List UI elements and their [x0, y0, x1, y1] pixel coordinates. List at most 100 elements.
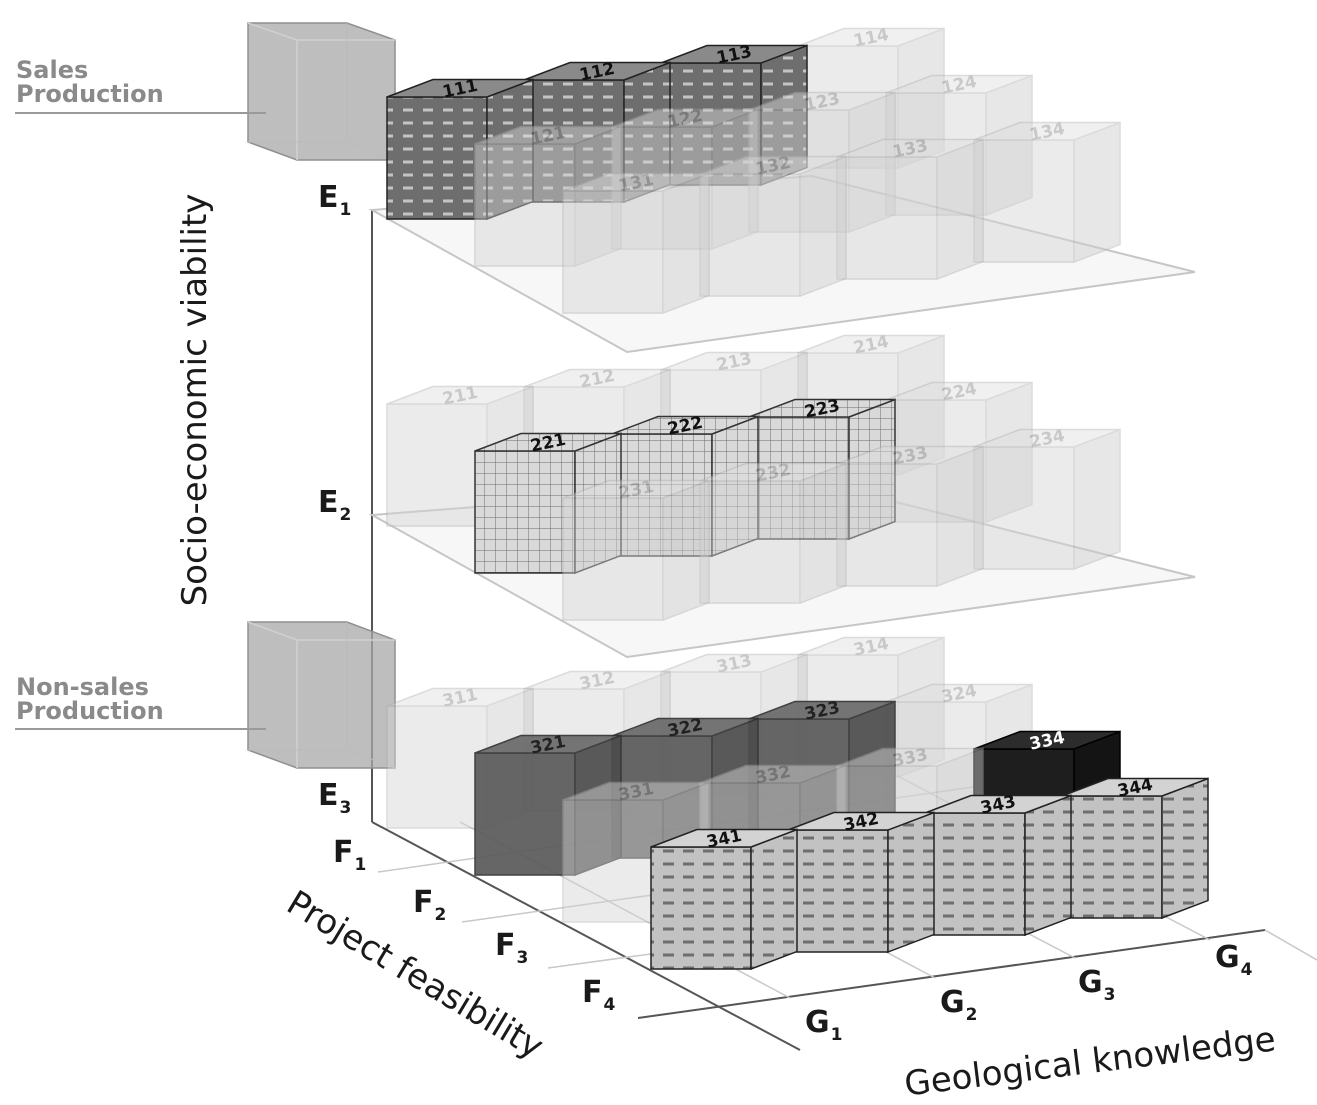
cube-top-face	[523, 670, 671, 690]
e1-label: E1	[318, 180, 351, 220]
cube-side-face	[662, 172, 710, 315]
e2-sub: 2	[339, 505, 352, 525]
cube-front-face	[787, 829, 889, 953]
cube-top-face	[973, 730, 1121, 750]
cube-front-face	[474, 450, 576, 574]
cube-front-face	[885, 92, 987, 216]
cube-side-face	[1024, 794, 1072, 937]
cube-232: 232	[699, 460, 847, 605]
cube-top-face	[885, 683, 1033, 703]
cube-front-face	[973, 139, 1075, 263]
e3-sub: 3	[339, 798, 352, 818]
cube-side-face	[936, 445, 984, 588]
cube-top-face	[650, 828, 798, 848]
cube-top-face	[699, 462, 847, 482]
g3-sub: 3	[1103, 985, 1116, 1005]
cube-342: 342	[787, 809, 935, 954]
nonsales-production-legend-cube	[247, 621, 396, 769]
cube-top-face	[836, 138, 984, 158]
cube-side-face	[848, 91, 896, 234]
cube-top-face	[386, 385, 534, 405]
cube-side-face	[799, 155, 847, 298]
vertical-axis-title: Socio-economic viability	[175, 193, 215, 607]
cube-top-face	[836, 445, 984, 465]
cube-front-face	[924, 812, 1026, 936]
e2-label: E2	[318, 485, 351, 525]
cube-132: 132	[699, 153, 847, 298]
g2-label: G2	[940, 985, 977, 1025]
e1-sub: 1	[339, 200, 352, 220]
cube-top-face	[885, 74, 1033, 94]
cube-top-face	[562, 172, 710, 192]
cube-front-face	[1061, 795, 1163, 919]
cube-front-face	[386, 705, 488, 829]
f4-sub: 4	[603, 995, 616, 1015]
g2-base: G	[940, 985, 965, 1020]
cube-231: 231	[562, 477, 710, 622]
e1-base: E	[318, 180, 339, 215]
f3-base: F	[495, 928, 516, 963]
sales-label-line2: Production	[16, 80, 164, 108]
cube-side-face	[985, 381, 1033, 524]
g3-base: G	[1078, 965, 1103, 1000]
cube-front-face	[474, 752, 576, 876]
cube-top-face	[699, 764, 847, 784]
g3-label: G3	[1078, 965, 1115, 1005]
cube-front-face	[650, 846, 752, 970]
cube-side-face	[711, 108, 759, 251]
g4-base: G	[1215, 940, 1240, 975]
cube-side-face	[799, 462, 847, 605]
g1-base: G	[805, 1005, 830, 1040]
f1-sub: 1	[354, 855, 367, 875]
cube-322: 322	[611, 715, 759, 860]
cube-front-face	[699, 173, 801, 297]
cube-224: 224	[885, 379, 1033, 524]
e2-base: E	[318, 485, 339, 520]
cube-111: 111	[386, 76, 534, 221]
depth-axis-line	[371, 821, 801, 1051]
f1-base: F	[333, 835, 354, 870]
cube-top-face	[611, 108, 759, 128]
cube-front-face	[973, 446, 1075, 570]
cube-top-face	[386, 78, 534, 98]
cube-top-face	[523, 368, 671, 388]
cube-top-face	[973, 428, 1121, 448]
cube-223: 223	[748, 396, 896, 541]
cube-112: 112	[523, 59, 671, 204]
cube-front-face	[562, 190, 664, 314]
cube-side-face	[936, 138, 984, 281]
f2-label: F2	[413, 885, 446, 925]
cube-front-face	[562, 799, 664, 923]
cube-front-face	[836, 463, 938, 587]
g1-sub: 1	[830, 1025, 843, 1045]
f1-label: F1	[333, 835, 366, 875]
cube-front-face	[386, 96, 488, 220]
cube-top-face	[660, 44, 808, 64]
f2-base: F	[413, 885, 434, 920]
f4-base: F	[582, 975, 603, 1010]
cube-341: 341	[650, 826, 798, 971]
cube-344: 344	[1061, 775, 1209, 920]
cube-top-face	[611, 415, 759, 435]
cube-top-face	[660, 653, 808, 673]
cube-234: 234	[973, 426, 1121, 571]
cube-front-face	[836, 156, 938, 280]
sales-label-line1: Sales	[16, 56, 89, 84]
sales-production-label: Sales Production	[16, 58, 164, 106]
cube-131: 131	[562, 170, 710, 315]
nonsales-label-line2: Production	[16, 697, 164, 725]
cube-side-face	[750, 828, 798, 971]
cube-top-face	[660, 351, 808, 371]
f3-label: F3	[495, 928, 528, 968]
cube-front-face	[748, 109, 850, 233]
cube-221: 221	[474, 430, 622, 575]
cube-343: 343	[924, 792, 1072, 937]
nonsales-production-label: Non-sales Production	[16, 675, 164, 723]
cube-top-face	[885, 381, 1033, 401]
cube-321: 321	[474, 732, 622, 877]
cube-side-face	[574, 125, 622, 268]
g1-label: G1	[805, 1005, 842, 1045]
cube-front-face	[474, 143, 576, 267]
cube-front-face	[562, 497, 664, 621]
cube-top-face	[924, 794, 1072, 814]
